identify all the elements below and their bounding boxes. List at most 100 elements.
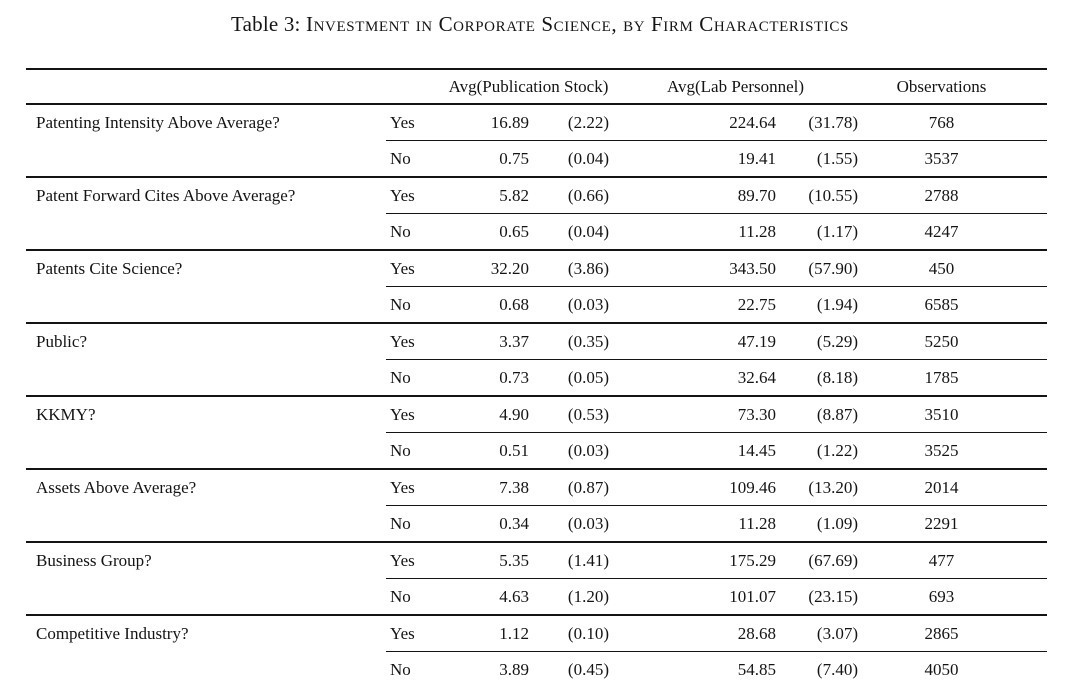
cell-lab-personnel: 101.07	[611, 578, 778, 615]
cell-answer: Yes	[386, 614, 446, 652]
cell-publication-stock-se: (0.45)	[531, 651, 611, 685]
table-row: KKMY? Yes 4.90 (0.53) 73.30 (8.87) 3510	[26, 395, 1047, 433]
cell-publication-stock: 3.37	[446, 322, 531, 360]
cell-publication-stock-se: (0.03)	[531, 505, 611, 542]
cell-lab-personnel-se: (67.69)	[778, 541, 860, 579]
cell-observations: 2014	[860, 468, 1047, 506]
cell-publication-stock: 3.89	[446, 651, 531, 685]
cell-publication-stock: 0.75	[446, 140, 531, 177]
cell-lab-personnel: 89.70	[611, 176, 778, 214]
cell-characteristic: Public?	[26, 322, 386, 360]
cell-publication-stock: 7.38	[446, 468, 531, 506]
cell-lab-personnel: 11.28	[611, 213, 778, 250]
cell-characteristic: Business Group?	[26, 541, 386, 579]
cell-publication-stock: 32.20	[446, 249, 531, 287]
cell-characteristic	[26, 287, 386, 324]
cell-publication-stock: 4.90	[446, 395, 531, 433]
table-row: No 0.75 (0.04) 19.41 (1.55) 3537	[26, 140, 1047, 178]
cell-answer: Yes	[390, 112, 415, 132]
cell-lab-personnel: 28.68	[611, 614, 778, 652]
header-empty-cell	[26, 69, 446, 105]
table-row: Assets Above Average? Yes 7.38 (0.87) 10…	[26, 468, 1047, 506]
cell-lab-personnel: 22.75	[611, 286, 778, 323]
cell-publication-stock-se: (0.66)	[531, 176, 611, 214]
cell-lab-personnel: 14.45	[611, 432, 778, 469]
cell-publication-stock-se: (0.10)	[531, 614, 611, 652]
cell-publication-stock-se: (0.03)	[531, 432, 611, 469]
cell-publication-stock: 0.51	[446, 432, 531, 469]
cell-lab-personnel-se: (13.20)	[778, 468, 860, 506]
cell-answer: No	[386, 578, 446, 615]
cell-lab-personnel-se: (1.94)	[778, 286, 860, 323]
cell-lab-personnel: 54.85	[611, 651, 778, 685]
firm-characteristics-table: Avg(Publication Stock) Avg(Lab Personnel…	[26, 68, 1047, 685]
cell-publication-stock-se: (2.22)	[567, 112, 609, 132]
cell-answer: Yes	[386, 322, 446, 360]
table-row: Public? Yes 3.37 (0.35) 47.19 (5.29) 525…	[26, 322, 1047, 360]
table-row: Patents Cite Science? Yes 32.20 (3.86) 3…	[26, 249, 1047, 287]
cell-lab-personnel-se: (8.87)	[778, 395, 860, 433]
cell-observations: 768	[928, 112, 955, 132]
table-row: No 0.65 (0.04) 11.28 (1.17) 4247	[26, 213, 1047, 251]
cell-characteristic	[26, 360, 386, 397]
cell-characteristic	[26, 141, 386, 178]
cell-lab-personnel-se: (1.17)	[778, 213, 860, 250]
cell-publication-stock-se: (0.03)	[531, 286, 611, 323]
cell-publication-stock: 4.63	[446, 578, 531, 615]
cell-characteristic: Patenting Intensity Above Average?	[36, 112, 280, 132]
cell-lab-personnel: 175.29	[611, 541, 778, 579]
cell-publication-stock: 1.12	[446, 614, 531, 652]
cell-answer: No	[386, 213, 446, 250]
cell-publication-stock-se: (1.41)	[531, 541, 611, 579]
cell-lab-personnel-se: (57.90)	[778, 249, 860, 287]
cell-lab-personnel-se: (5.29)	[778, 322, 860, 360]
table-body: Patenting Intensity Above Average? Yes 1…	[26, 104, 1047, 685]
cell-characteristic	[26, 579, 386, 616]
cell-publication-stock: 16.89	[490, 112, 529, 132]
cell-publication-stock: 5.35	[446, 541, 531, 579]
cell-publication-stock-se: (0.04)	[531, 213, 611, 250]
cell-observations: 693	[860, 578, 1047, 615]
cell-answer: No	[386, 505, 446, 542]
cell-observations: 4050	[860, 651, 1047, 685]
cell-publication-stock: 0.73	[446, 359, 531, 396]
cell-answer: Yes	[386, 395, 446, 433]
cell-characteristic: KKMY?	[26, 395, 386, 433]
cell-answer: Yes	[386, 468, 446, 506]
cell-publication-stock-se: (1.20)	[531, 578, 611, 615]
cell-lab-personnel: 47.19	[611, 322, 778, 360]
cell-characteristic: Patents Cite Science?	[26, 249, 386, 287]
cell-observations: 2291	[860, 505, 1047, 542]
cell-publication-stock: 0.68	[446, 286, 531, 323]
table-row: Business Group? Yes 5.35 (1.41) 175.29 (…	[26, 541, 1047, 579]
table-row: No 4.63 (1.20) 101.07 (23.15) 693	[26, 578, 1047, 616]
header-observations: Observations	[860, 69, 1047, 105]
cell-lab-personnel: 19.41	[611, 140, 778, 177]
cell-publication-stock-se: (0.53)	[531, 395, 611, 433]
cell-characteristic: Patent Forward Cites Above Average?	[26, 176, 386, 214]
cell-characteristic	[26, 433, 386, 470]
table-row: No 0.51 (0.03) 14.45 (1.22) 3525	[26, 432, 1047, 470]
cell-observations: 4247	[860, 213, 1047, 250]
cell-characteristic: Competitive Industry?	[26, 614, 386, 652]
cell-characteristic	[26, 506, 386, 543]
cell-observations: 450	[860, 249, 1047, 287]
cell-observations: 477	[860, 541, 1047, 579]
table-row: No 0.68 (0.03) 22.75 (1.94) 6585	[26, 286, 1047, 324]
cell-publication-stock: 0.65	[446, 213, 531, 250]
cell-observations: 2865	[860, 614, 1047, 652]
cell-observations: 3537	[860, 140, 1047, 177]
table-row: No 3.89 (0.45) 54.85 (7.40) 4050	[26, 651, 1047, 685]
cell-observations: 3525	[860, 432, 1047, 469]
table-title-prefix: Table 3:	[231, 12, 307, 36]
cell-lab-personnel-se: (3.07)	[778, 614, 860, 652]
cell-lab-personnel-se: (1.09)	[778, 505, 860, 542]
table-title: Table 3: Investment in Corporate Science…	[0, 12, 1080, 37]
cell-answer: No	[386, 359, 446, 396]
cell-observations: 2788	[860, 176, 1047, 214]
cell-answer: No	[386, 140, 446, 177]
cell-characteristic	[26, 214, 386, 251]
header-lab-personnel: Avg(Lab Personnel)	[611, 69, 860, 105]
header-row: Avg(Publication Stock) Avg(Lab Personnel…	[26, 69, 1047, 105]
